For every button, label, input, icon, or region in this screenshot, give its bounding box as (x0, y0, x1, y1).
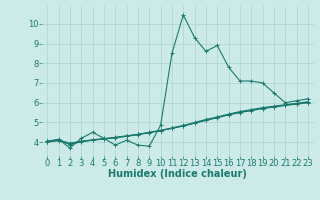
X-axis label: Humidex (Indice chaleur): Humidex (Indice chaleur) (108, 169, 247, 179)
